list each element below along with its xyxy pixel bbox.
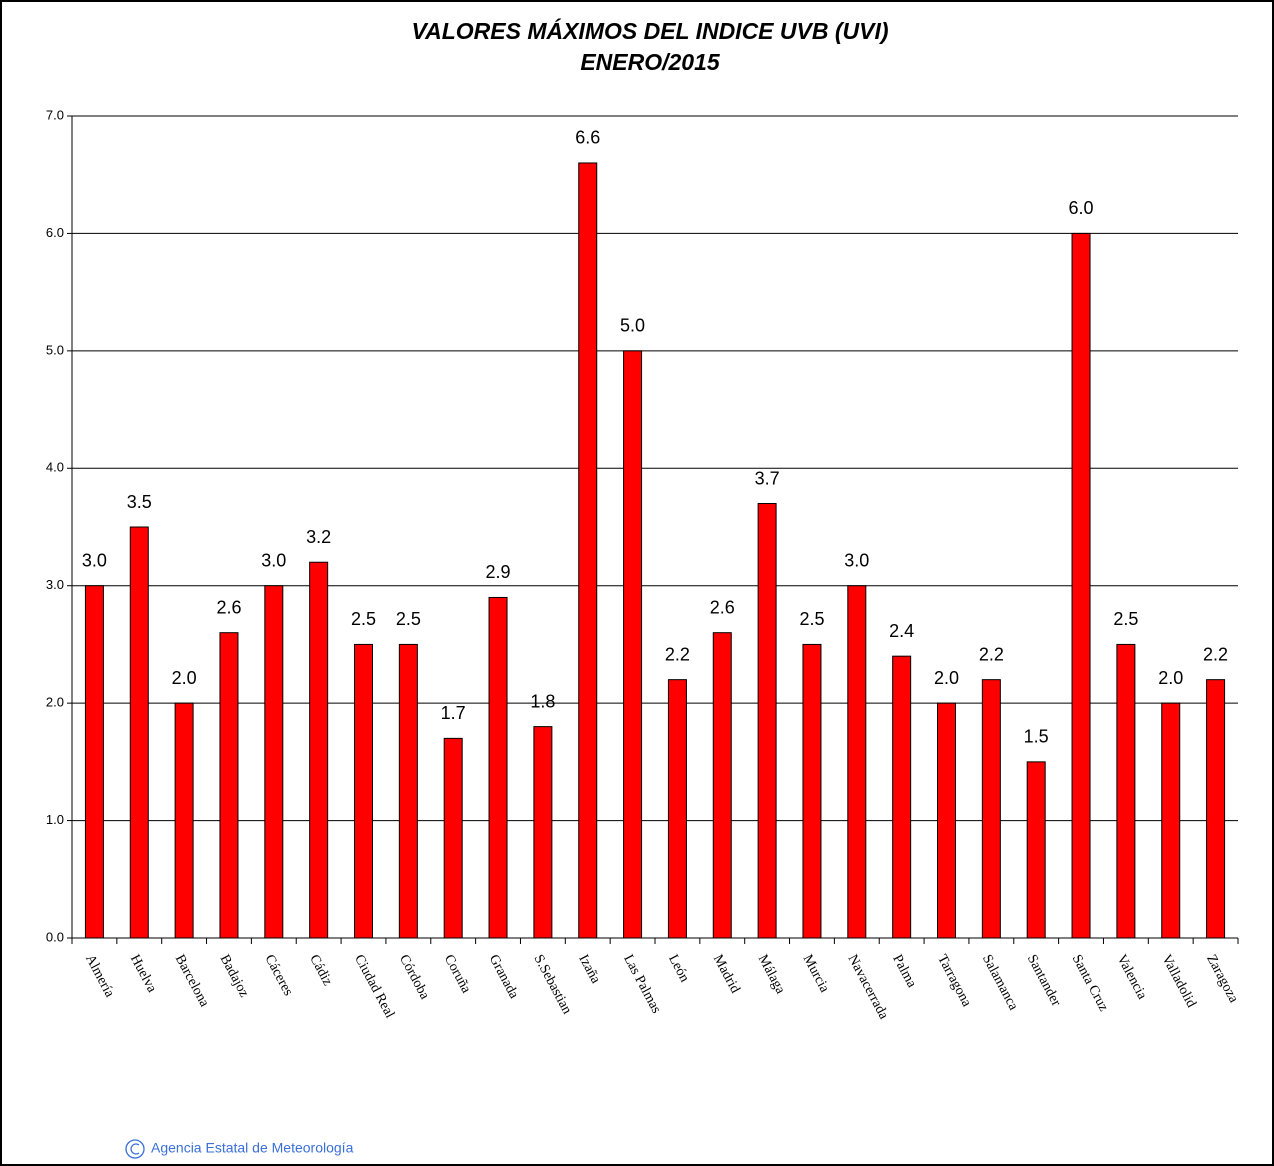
- y-tick-label: 4.0: [46, 460, 64, 475]
- bar: [488, 596, 508, 939]
- bar: [129, 526, 149, 939]
- value-label: 1.5: [1024, 727, 1049, 747]
- bar: [1071, 232, 1091, 939]
- y-tick-label: 5.0: [46, 342, 64, 357]
- value-label: 2.5: [396, 609, 421, 629]
- bar: [847, 585, 867, 939]
- bar: [443, 737, 463, 939]
- bar: [802, 643, 822, 939]
- y-tick-label: 6.0: [46, 225, 64, 240]
- value-label: 2.0: [172, 668, 197, 688]
- bar: [84, 585, 104, 939]
- y-tick-label: 2.0: [46, 695, 64, 710]
- bar: [174, 702, 194, 939]
- value-label: 1.8: [530, 691, 555, 711]
- bar: [981, 679, 1001, 939]
- value-label: 2.2: [665, 644, 690, 664]
- bar: [1161, 702, 1181, 939]
- value-label: 3.0: [82, 550, 107, 570]
- value-label: 3.0: [261, 550, 286, 570]
- bar: [264, 585, 284, 939]
- value-label: 2.9: [486, 562, 511, 582]
- value-label: 2.5: [351, 609, 376, 629]
- value-label: 5.0: [620, 316, 645, 336]
- value-label: 6.6: [575, 128, 600, 148]
- bar: [533, 726, 553, 939]
- bar: [892, 655, 912, 939]
- value-label: 6.0: [1069, 198, 1094, 218]
- value-label: 1.7: [441, 703, 466, 723]
- value-label: 2.2: [979, 644, 1004, 664]
- bar: [757, 503, 777, 939]
- value-label: 3.0: [844, 550, 869, 570]
- bar: [712, 632, 732, 939]
- value-label: 3.5: [127, 492, 152, 512]
- y-tick-label: 1.0: [46, 812, 64, 827]
- bar: [219, 632, 239, 939]
- value-label: 2.5: [1113, 609, 1138, 629]
- footer: Agencia Estatal de Meteorología: [151, 1140, 354, 1156]
- y-tick-label: 3.0: [46, 577, 64, 592]
- value-label: 2.6: [216, 597, 241, 617]
- bar: [1116, 643, 1136, 939]
- chart-title: VALORES MÁXIMOS DEL INDICE UVB (UVI): [411, 17, 888, 44]
- value-label: 2.4: [889, 621, 914, 641]
- bar: [354, 643, 373, 939]
- y-tick-label: 7.0: [46, 107, 64, 122]
- bar: [578, 162, 598, 939]
- bar: [623, 350, 643, 939]
- value-label: 2.5: [799, 609, 824, 629]
- bar: [937, 702, 956, 939]
- value-label: 3.7: [755, 468, 780, 488]
- bar: [1026, 761, 1046, 939]
- y-tick-label: 0.0: [46, 929, 64, 944]
- value-label: 2.2: [1203, 644, 1228, 664]
- chart-title: ENERO/2015: [580, 49, 721, 75]
- value-label: 2.6: [710, 597, 735, 617]
- bar: [1206, 679, 1226, 939]
- bar: [398, 643, 418, 939]
- bar: [667, 679, 687, 939]
- value-label: 2.0: [934, 668, 959, 688]
- copyright-icon: [125, 1139, 145, 1159]
- value-label: 3.2: [306, 527, 331, 547]
- value-label: 2.0: [1158, 668, 1183, 688]
- bar: [309, 561, 329, 939]
